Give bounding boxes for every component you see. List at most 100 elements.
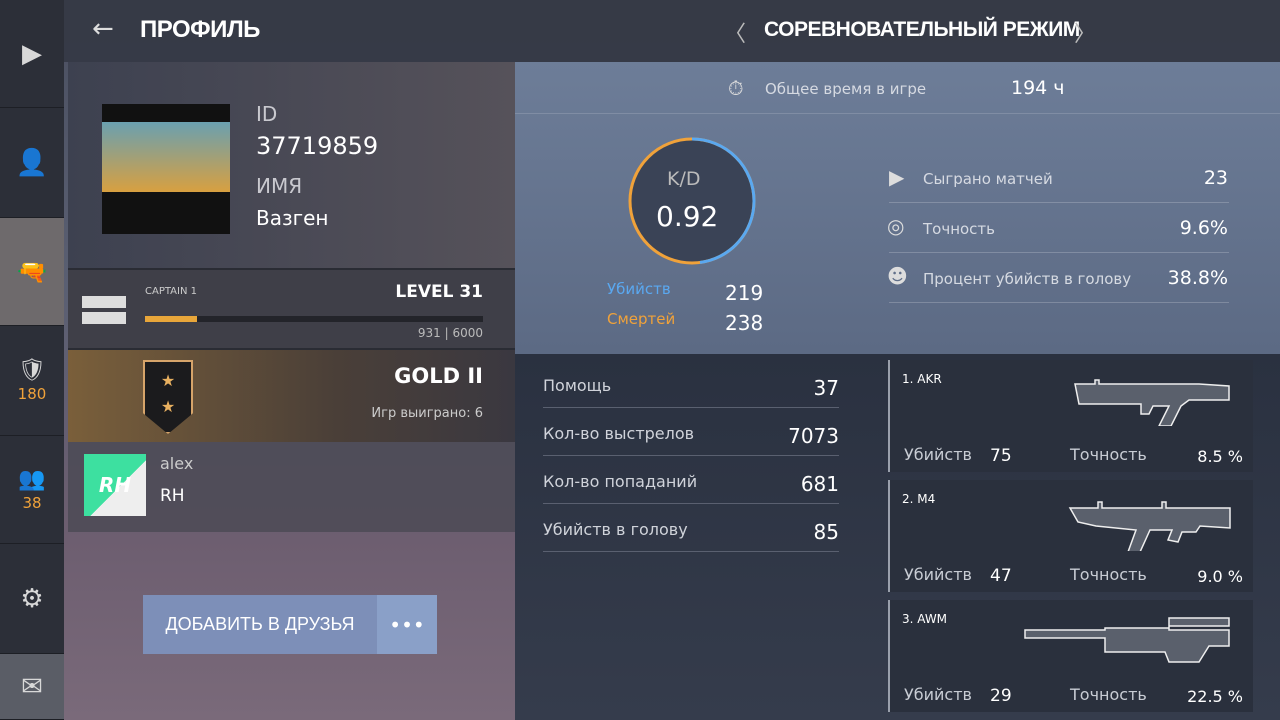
- avatar: [102, 104, 230, 234]
- xp-progress-bar: [145, 316, 483, 322]
- stat-row: Кол-во выстрелов 7073: [543, 424, 839, 456]
- headshot-value: 38.8%: [1167, 267, 1228, 289]
- chevron-right-icon[interactable]: 〉: [1074, 22, 1097, 47]
- rank-count: 180: [17, 385, 47, 403]
- player-name: Вазген: [256, 206, 329, 230]
- page-title: ПРОФИЛЬ: [140, 16, 260, 43]
- stat-value: 85: [813, 520, 839, 544]
- back-arrow-icon[interactable]: ←: [92, 14, 114, 44]
- sidebar-weapons[interactable]: 🔫: [0, 218, 64, 326]
- weapon-card[interactable]: 2. M4 Убийств 47 Точность 9.0 %: [888, 480, 1253, 592]
- kd-label: K/D: [667, 168, 701, 190]
- stat-value: 681: [800, 472, 839, 496]
- matches-label: Сыграно матчей: [923, 170, 1053, 188]
- kd-ring: [628, 137, 756, 265]
- stopwatch-icon: ⏱: [728, 76, 744, 100]
- target-icon: ◎: [887, 214, 905, 238]
- weapon-accuracy-label: Точность: [1070, 445, 1147, 464]
- games-won: Игр выиграно: 6: [371, 406, 483, 421]
- group-icon: 👥: [18, 467, 46, 492]
- weapon-accuracy-label: Точность: [1070, 565, 1147, 584]
- stat-label: Кол-во выстрелов: [543, 424, 695, 443]
- play-icon: ▶: [22, 38, 42, 69]
- pistol-icon: 🔫: [17, 257, 47, 286]
- weapon-kills: 29: [990, 686, 1012, 706]
- accuracy-value: 9.6%: [1179, 217, 1228, 239]
- weapon-card[interactable]: 3. AWM Убийств 29 Точность 22.5 %: [888, 600, 1253, 712]
- sidebar-mail[interactable]: ✉: [0, 654, 64, 720]
- rifle-akr-icon: [1074, 379, 1230, 426]
- headshot-label: Процент убийств в голову: [923, 270, 1132, 288]
- weapon-name: 1. AKR: [902, 372, 942, 386]
- weapon-kills: 47: [990, 566, 1012, 586]
- player-id: 37719859: [256, 132, 379, 160]
- deaths-label: Смертей: [607, 310, 676, 328]
- stat-row: Кол-во попаданий 681: [543, 472, 839, 504]
- weapon-kills: 75: [990, 446, 1012, 466]
- playtime-label: Общее время в игре: [765, 80, 927, 98]
- sidebar: ▶ 👤 🔫 🛡 180 👥 38 ⚙ ✉: [0, 0, 64, 720]
- weapon-accuracy-label: Точность: [1070, 685, 1147, 704]
- sidebar-play[interactable]: ▶: [0, 0, 64, 108]
- chevron-left-icon[interactable]: 〈: [724, 22, 747, 47]
- xp-value: 931 | 6000: [417, 326, 483, 340]
- kills-label: Убийств: [607, 280, 671, 298]
- rank-name: CAPTAIN 1: [145, 286, 197, 297]
- stat-label: Помощь: [543, 376, 612, 395]
- weapon-name: 3. AWM: [902, 612, 948, 626]
- matches-value: 23: [1203, 167, 1228, 189]
- mode-title: СОРЕВНОВАТЕЛЬНЫЙ РЕЖИМ: [764, 18, 1080, 41]
- mail-icon: ✉: [21, 671, 43, 702]
- headshot-icon: ☻: [887, 264, 908, 288]
- stats-panel: ⏱ Общее время в игре 194 ч K/D 0.92 Убий…: [515, 62, 1280, 720]
- kills-value: 219: [725, 281, 764, 305]
- clan-card[interactable]: RH alex RH: [68, 442, 515, 532]
- level-card: CAPTAIN 1 LEVEL 31 931 | 6000: [68, 270, 515, 350]
- weapon-accuracy: 9.0 %: [1197, 567, 1243, 586]
- stat-value: 37: [813, 376, 839, 400]
- weapon-kills-label: Убийств: [904, 685, 972, 704]
- clan-tag: alex: [160, 454, 194, 473]
- weapon-accuracy: 8.5 %: [1197, 447, 1243, 466]
- profile-panel: ID 37719859 ИМЯ Вазген CAPTAIN 1 LEVEL 3…: [68, 62, 515, 532]
- shield-icon: 🛡: [18, 358, 46, 383]
- stats-details: Помощь 37 Кол-во выстрелов 7073 Кол-во поп…: [515, 354, 1280, 720]
- add-friend-button[interactable]: ДОБАВИТЬ В ДРУЗЬЯ: [143, 595, 377, 654]
- gear-icon: ⚙: [20, 583, 44, 614]
- gold-rank-badge-icon: ★ ★: [143, 360, 193, 434]
- clan-logo: RH: [84, 454, 146, 516]
- sidebar-rank[interactable]: 🛡 180: [0, 326, 64, 436]
- level-label: LEVEL 31: [395, 282, 483, 302]
- rank-insignia-icon: [82, 296, 126, 326]
- name-label: ИМЯ: [256, 174, 303, 198]
- competitive-rank-card: ★ ★ GOLD II Игр выиграно: 6: [68, 350, 515, 442]
- sidebar-settings[interactable]: ⚙: [0, 544, 64, 654]
- accuracy-label: Точность: [923, 220, 996, 238]
- stat-label: Убийств в голову: [543, 520, 688, 539]
- profile-card: ID 37719859 ИМЯ Вазген: [68, 62, 515, 270]
- deaths-value: 238: [725, 311, 764, 335]
- weapon-name: 2. M4: [902, 492, 936, 506]
- rifle-m4-icon: [1068, 501, 1231, 551]
- stats-summary: ⏱ Общее время в игре 194 ч K/D 0.92 Убий…: [515, 62, 1280, 354]
- weapon-kills-label: Убийств: [904, 445, 972, 464]
- kd-value: 0.92: [656, 200, 719, 233]
- stat-row: Помощь 37: [543, 376, 839, 408]
- playtime-value: 194 ч: [1011, 77, 1065, 99]
- sidebar-friends[interactable]: 👥 38: [0, 436, 64, 544]
- weapon-card[interactable]: 1. AKR Убийств 75 Точность 8.5 %: [888, 360, 1253, 472]
- stat-row: Убийств в голову 85: [543, 520, 839, 552]
- play-icon: ▶: [889, 165, 905, 189]
- more-options-button[interactable]: •••: [377, 595, 437, 654]
- sidebar-profile[interactable]: 👤: [0, 108, 64, 218]
- weapon-kills-label: Убийств: [904, 565, 972, 584]
- weapon-accuracy: 22.5 %: [1187, 687, 1243, 706]
- stat-label: Кол-во попаданий: [543, 472, 698, 491]
- user-icon: 👤: [15, 147, 49, 178]
- friends-count: 38: [22, 494, 42, 512]
- id-label: ID: [256, 102, 278, 126]
- header: ← ПРОФИЛЬ 〈 СОРЕВНОВАТЕЛЬНЫЙ РЕЖИМ 〉: [64, 0, 1280, 62]
- competitive-rank: GOLD II: [394, 364, 483, 388]
- clan-name: RH: [160, 486, 185, 506]
- stat-value: 7073: [788, 424, 839, 448]
